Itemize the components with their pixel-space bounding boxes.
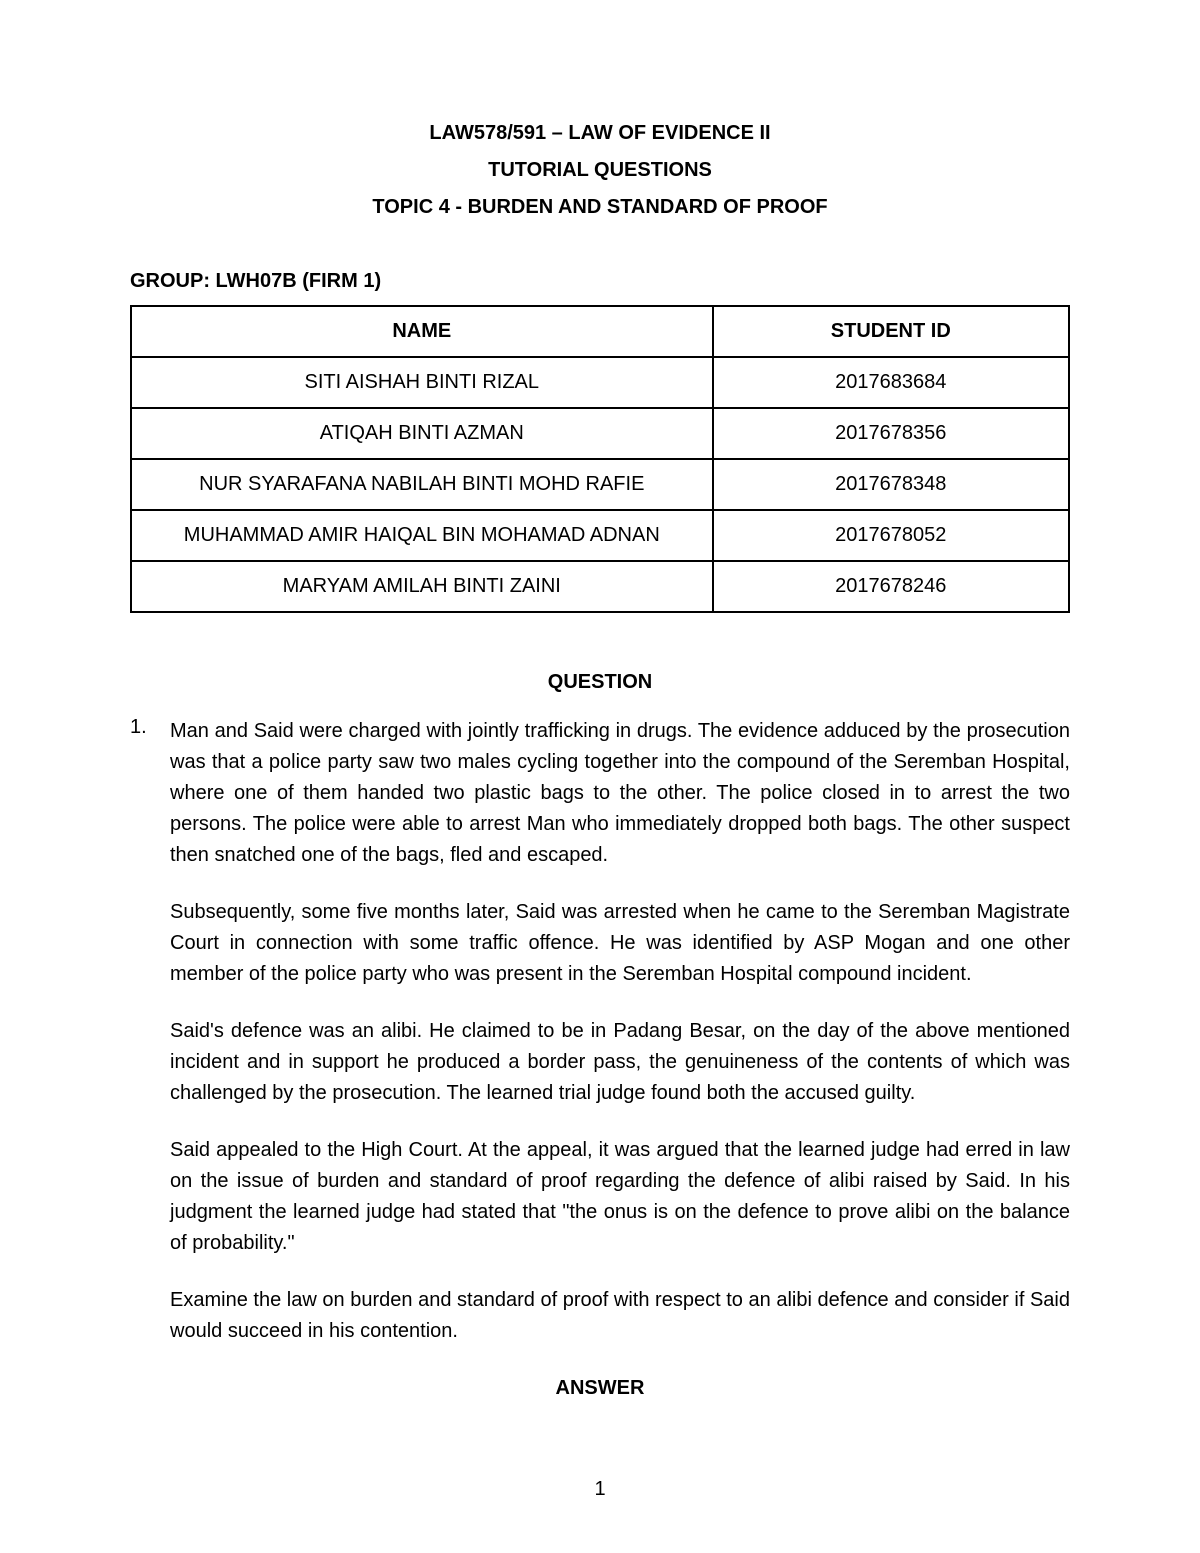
cell-id: 2017678052 <box>713 510 1069 561</box>
cell-name: ATIQAH BINTI AZMAN <box>131 408 713 459</box>
question-body: Man and Said were charged with jointly t… <box>170 716 1070 1373</box>
question-heading: QUESTION <box>130 671 1070 694</box>
question-number: 1. <box>130 716 154 1373</box>
cell-name: MUHAMMAD AMIR HAIQAL BIN MOHAMAD ADNAN <box>131 510 713 561</box>
cell-id: 2017678348 <box>713 459 1069 510</box>
table-row: NUR SYARAFANA NABILAH BINTI MOHD RAFIE 2… <box>131 459 1069 510</box>
cell-name: MARYAM AMILAH BINTI ZAINI <box>131 561 713 612</box>
question-paragraph: Man and Said were charged with jointly t… <box>170 716 1070 871</box>
question-paragraph: Subsequently, some five months later, Sa… <box>170 897 1070 990</box>
document-page: LAW578/591 – LAW OF EVIDENCE II TUTORIAL… <box>0 0 1200 1553</box>
group-label: GROUP: LWH07B (FIRM 1) <box>130 270 1070 293</box>
cell-id: 2017678356 <box>713 408 1069 459</box>
table-row: MUHAMMAD AMIR HAIQAL BIN MOHAMAD ADNAN 2… <box>131 510 1069 561</box>
col-header-name: NAME <box>131 306 713 357</box>
question-paragraph: Said appealed to the High Court. At the … <box>170 1135 1070 1259</box>
page-number: 1 <box>0 1478 1200 1501</box>
table-header-row: NAME STUDENT ID <box>131 306 1069 357</box>
cell-id: 2017683684 <box>713 357 1069 408</box>
question-block: 1. Man and Said were charged with jointl… <box>130 716 1070 1373</box>
question-paragraph: Examine the law on burden and standard o… <box>170 1285 1070 1347</box>
col-header-id: STUDENT ID <box>713 306 1069 357</box>
cell-name: SITI AISHAH BINTI RIZAL <box>131 357 713 408</box>
table-row: MARYAM AMILAH BINTI ZAINI 2017678246 <box>131 561 1069 612</box>
course-code-line: LAW578/591 – LAW OF EVIDENCE II <box>130 115 1070 152</box>
cell-name: NUR SYARAFANA NABILAH BINTI MOHD RAFIE <box>131 459 713 510</box>
table-row: ATIQAH BINTI AZMAN 2017678356 <box>131 408 1069 459</box>
document-header: LAW578/591 – LAW OF EVIDENCE II TUTORIAL… <box>130 115 1070 226</box>
question-paragraph: Said's defence was an alibi. He claimed … <box>170 1016 1070 1109</box>
topic-line: TOPIC 4 - BURDEN AND STANDARD OF PROOF <box>130 189 1070 226</box>
answer-heading: ANSWER <box>130 1377 1070 1400</box>
table-row: SITI AISHAH BINTI RIZAL 2017683684 <box>131 357 1069 408</box>
students-table: NAME STUDENT ID SITI AISHAH BINTI RIZAL … <box>130 305 1070 613</box>
cell-id: 2017678246 <box>713 561 1069 612</box>
subtitle-line: TUTORIAL QUESTIONS <box>130 152 1070 189</box>
